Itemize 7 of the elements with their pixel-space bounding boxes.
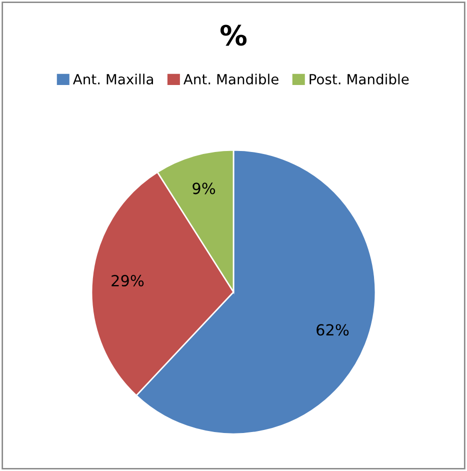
chart-title: % xyxy=(220,24,247,46)
legend-label: Ant. Mandible xyxy=(184,74,278,84)
data-label: 9% xyxy=(192,182,216,194)
legend-label: Ant. Maxilla xyxy=(72,74,153,84)
legend-label: Post. Mandible xyxy=(310,74,409,84)
data-label: 62% xyxy=(316,324,349,336)
data-label: 29% xyxy=(112,274,144,286)
